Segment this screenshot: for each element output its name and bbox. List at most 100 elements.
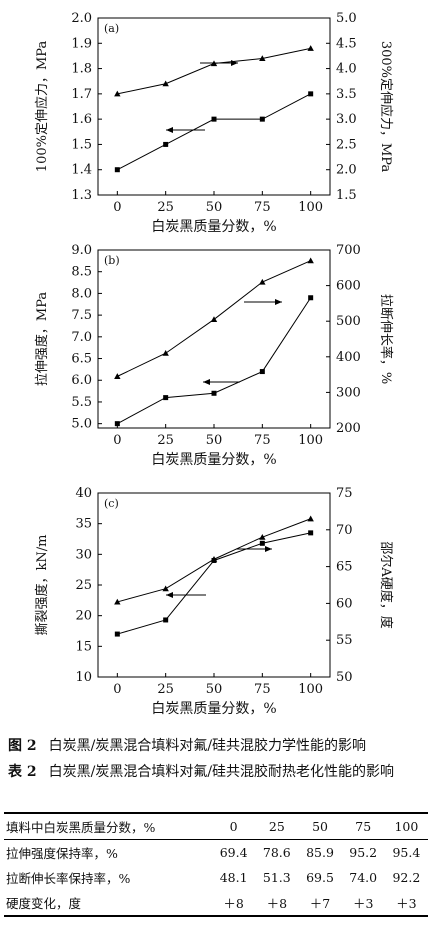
x-axis-label: 白炭黑质量分数，%: [151, 219, 276, 235]
table-header-cell: 0: [229, 819, 238, 834]
x-tick-label: 25: [157, 433, 174, 448]
axis-arrowhead: [265, 546, 272, 552]
y-left-tick-label: 1.3: [71, 188, 92, 203]
plot-frame: [97, 492, 331, 678]
series-line: [117, 47, 311, 95]
table-row: 拉伸强度保持率，% 69.4 78.6 85.9 95.2 95.4: [4, 840, 428, 866]
x-axis-label: 白炭黑质量分数，%: [151, 701, 276, 717]
data-point: [259, 540, 265, 546]
y-left-tick-label: 5.0: [71, 417, 92, 432]
plot-frame: [97, 249, 331, 429]
x-axis-label: 白炭黑质量分数，%: [151, 452, 276, 468]
y-left-tick-label: 1.4: [71, 163, 92, 178]
y-right-tick-label: 2.0: [336, 163, 357, 178]
data-point: [163, 395, 169, 401]
data-point: [114, 167, 120, 173]
data-point: [308, 530, 314, 536]
y-right-tick-label: 70: [336, 523, 353, 538]
table-cell: 92.2: [392, 870, 421, 885]
table-cell: ＋3: [396, 896, 417, 911]
y-left-tick-label: 1.9: [71, 36, 92, 51]
x-tick-label: 75: [254, 200, 271, 215]
figure-caption-label: 图 2: [8, 738, 37, 754]
y-right-tick-label: 2.5: [336, 137, 357, 152]
table-row: 拉断伸长率保持率，% 48.1 51.3 69.5 74.0 92.2: [4, 865, 428, 890]
table-header-row: 填料中白炭黑质量分数，% 0 25 50 75 100: [4, 813, 428, 840]
y-left-axis-label: 拉伸强度，MPa: [34, 292, 50, 386]
y-right-axis-label: 邵尔A硬度，度: [378, 541, 394, 628]
y-left-tick-label: 15: [75, 639, 92, 654]
table-cell: ＋8: [266, 896, 288, 911]
table-cell: ＋8: [223, 896, 244, 911]
y-left-tick-label: 7.5: [71, 308, 92, 323]
y-right-tick-label: 600: [336, 279, 361, 294]
x-tick-label: 50: [206, 433, 223, 448]
chart-panel-a: 1.3 1.4 1.5 1.6 1.7 1.8 1.9 2.0 1.5 2.0 2.5 3.0 3.5 4…: [34, 11, 394, 235]
table-cell: 74.0: [349, 870, 378, 885]
data-point: [259, 116, 265, 122]
data-point: [259, 55, 266, 62]
plot-frame: [97, 17, 331, 196]
table-caption-text: 白炭黑/炭黑混合填料对氟/硅共混胶耐热老化性能的影响: [48, 764, 395, 780]
panel-label: (b): [104, 254, 120, 267]
y-left-tick-label: 7.0: [71, 330, 92, 345]
table-cell: 85.9: [306, 845, 334, 860]
data-point: [308, 91, 314, 97]
data-point: [307, 257, 314, 264]
data-point: [307, 515, 314, 522]
data-point: [211, 390, 217, 396]
y-right-tick-label: 75: [336, 486, 353, 501]
x-tick-label: 50: [206, 682, 223, 697]
x-tick-label: 75: [254, 682, 271, 697]
y-left-tick-label: 8.5: [71, 265, 92, 280]
y-right-tick-label: 700: [336, 243, 361, 258]
data-point: [259, 533, 266, 540]
table-row: 硬度变化，度 ＋8 ＋8 ＋7 ＋3 ＋3: [4, 890, 428, 916]
table-cell: 拉伸强度保持率，%: [6, 846, 118, 861]
data-point: [211, 116, 217, 122]
y-left-tick-label: 20: [75, 609, 92, 624]
table-header-cell: 填料中白炭黑质量分数，%: [6, 820, 156, 835]
x-tick-label: 100: [298, 682, 323, 697]
x-tick-label: 100: [298, 433, 323, 448]
figure-caption: 图 2 白炭黑/炭黑混合填料对氟/硅共混胶力学性能的影响: [8, 736, 366, 756]
table-caption-label: 表 2: [8, 764, 37, 780]
table-cell: 95.2: [349, 845, 378, 860]
y-right-tick-label: 300: [336, 385, 361, 400]
table-caption: 表 2 白炭黑/炭黑混合填料对氟/硅共混胶耐热老化性能的影响: [8, 762, 418, 782]
x-tick-label: 25: [157, 200, 174, 215]
table-cell: 拉断伸长率保持率，%: [6, 871, 131, 886]
panel-label: (c): [104, 497, 119, 510]
table-cell: 78.6: [262, 845, 291, 860]
data-point: [162, 80, 169, 87]
y-left-tick-label: 8.0: [71, 286, 92, 301]
table-cell: 51.3: [262, 870, 291, 885]
data-point: [114, 373, 121, 379]
y-left-tick-label: 40: [75, 486, 92, 501]
y-right-tick-label: 500: [336, 314, 361, 329]
x-tick-label: 25: [157, 682, 174, 697]
panel-label: (a): [104, 22, 119, 35]
data-point: [162, 585, 169, 592]
y-right-tick-label: 5.0: [336, 11, 357, 26]
axis-arrowhead: [275, 299, 282, 305]
series-line: [117, 532, 311, 635]
y-right-tick-label: 4.5: [336, 36, 357, 51]
table-cell: 69.4: [219, 845, 248, 860]
x-tick-label: 0: [113, 682, 121, 697]
x-tick-label: 50: [206, 200, 223, 215]
table-header-cell: 75: [355, 819, 372, 834]
y-left-tick-label: 6.5: [71, 352, 92, 367]
data-point: [259, 278, 266, 285]
x-tick-label: 0: [113, 433, 121, 448]
table-header-cell: 50: [312, 819, 328, 834]
table-cell: 69.5: [306, 870, 334, 885]
y-right-axis-label: 拉断伸长率，%: [378, 294, 394, 384]
y-left-tick-label: 25: [75, 578, 92, 593]
axis-arrowhead: [203, 379, 210, 385]
table-cell: ＋3: [352, 896, 374, 911]
y-left-tick-label: 1.6: [71, 112, 92, 127]
y-left-tick-label: 10: [75, 670, 92, 685]
data-point: [114, 421, 120, 427]
table-cell: 硬度变化，度: [6, 896, 82, 911]
